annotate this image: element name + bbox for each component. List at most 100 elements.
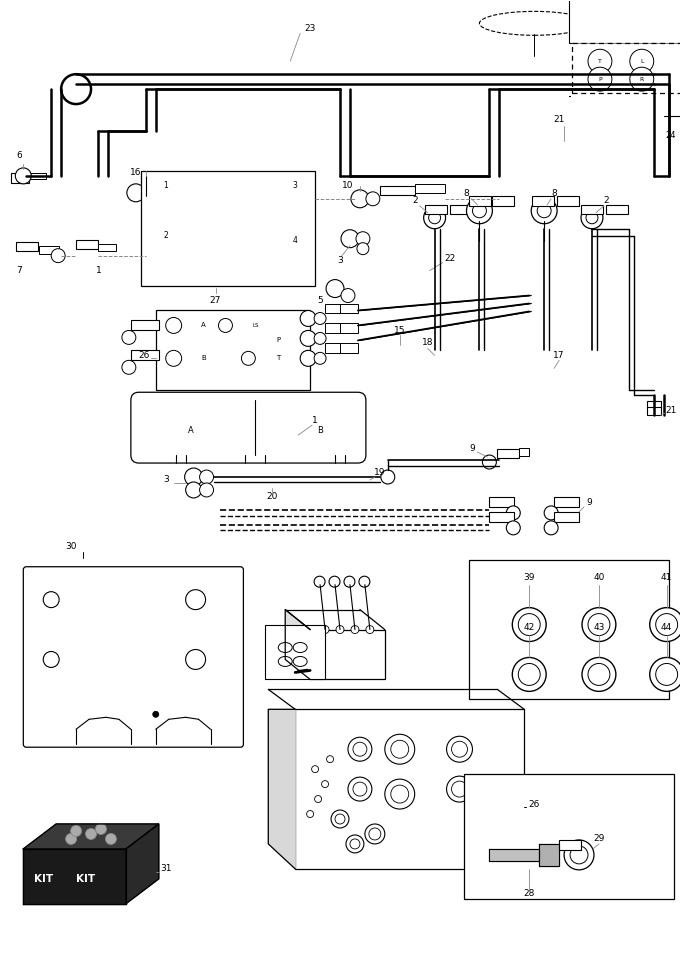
Circle shape bbox=[564, 840, 594, 870]
Circle shape bbox=[300, 330, 316, 347]
Text: 8: 8 bbox=[551, 189, 557, 199]
Circle shape bbox=[537, 203, 551, 218]
Circle shape bbox=[71, 825, 82, 837]
Text: 5: 5 bbox=[317, 296, 323, 305]
Circle shape bbox=[346, 835, 364, 853]
Bar bbox=[647, 401, 661, 408]
Bar bbox=[464, 775, 674, 899]
Bar bbox=[98, 244, 116, 250]
Circle shape bbox=[315, 796, 321, 802]
Bar bbox=[415, 184, 445, 193]
Text: 2: 2 bbox=[163, 231, 168, 241]
FancyBboxPatch shape bbox=[23, 566, 243, 747]
Bar bbox=[131, 350, 159, 360]
Circle shape bbox=[391, 785, 409, 803]
Circle shape bbox=[356, 232, 370, 245]
Circle shape bbox=[86, 829, 97, 839]
Bar bbox=[266, 625, 325, 679]
Circle shape bbox=[391, 740, 409, 758]
Text: 44: 44 bbox=[661, 623, 672, 632]
Circle shape bbox=[588, 664, 610, 686]
Text: 39: 39 bbox=[524, 573, 535, 583]
Circle shape bbox=[544, 520, 558, 535]
Circle shape bbox=[353, 742, 367, 756]
Bar bbox=[310, 629, 385, 679]
Circle shape bbox=[473, 203, 486, 218]
Circle shape bbox=[291, 638, 304, 651]
Circle shape bbox=[531, 198, 557, 223]
Bar bbox=[295, 710, 524, 869]
Circle shape bbox=[43, 651, 59, 668]
Circle shape bbox=[506, 506, 520, 520]
Circle shape bbox=[200, 470, 214, 484]
Bar bbox=[569, 0, 681, 43]
Circle shape bbox=[630, 67, 654, 91]
Text: 2: 2 bbox=[412, 197, 417, 205]
Bar bbox=[581, 204, 603, 214]
Circle shape bbox=[582, 607, 616, 642]
Text: 42: 42 bbox=[524, 623, 535, 632]
Circle shape bbox=[350, 838, 360, 849]
Circle shape bbox=[518, 614, 540, 635]
Circle shape bbox=[582, 657, 616, 691]
Text: 19: 19 bbox=[374, 468, 385, 477]
Bar bbox=[325, 344, 343, 353]
Circle shape bbox=[142, 194, 156, 208]
Text: 3: 3 bbox=[163, 476, 169, 484]
Circle shape bbox=[357, 243, 369, 255]
Text: 3: 3 bbox=[337, 256, 343, 265]
Circle shape bbox=[452, 741, 467, 757]
Circle shape bbox=[656, 664, 678, 686]
Bar bbox=[469, 196, 492, 205]
Circle shape bbox=[544, 506, 558, 520]
Bar bbox=[449, 204, 471, 214]
Text: 27: 27 bbox=[210, 296, 221, 305]
Text: 31: 31 bbox=[160, 864, 172, 874]
Circle shape bbox=[650, 657, 681, 691]
Circle shape bbox=[312, 766, 319, 773]
Polygon shape bbox=[23, 849, 126, 903]
Circle shape bbox=[314, 312, 326, 325]
Circle shape bbox=[286, 632, 310, 656]
Text: 17: 17 bbox=[554, 350, 565, 360]
Bar bbox=[490, 497, 514, 507]
Circle shape bbox=[512, 657, 546, 691]
Text: 2: 2 bbox=[603, 197, 609, 205]
Circle shape bbox=[336, 626, 344, 633]
Polygon shape bbox=[23, 824, 159, 849]
Bar bbox=[557, 196, 579, 205]
Ellipse shape bbox=[279, 656, 292, 667]
Text: 1: 1 bbox=[163, 181, 168, 190]
Text: 7: 7 bbox=[16, 266, 22, 275]
Text: 21: 21 bbox=[554, 115, 565, 123]
Circle shape bbox=[385, 779, 415, 809]
Circle shape bbox=[327, 755, 334, 763]
Bar bbox=[27, 173, 46, 179]
Bar bbox=[340, 344, 358, 353]
Circle shape bbox=[630, 50, 654, 74]
Circle shape bbox=[122, 330, 136, 345]
Circle shape bbox=[518, 664, 540, 686]
Polygon shape bbox=[490, 849, 539, 860]
Bar bbox=[606, 204, 628, 214]
Circle shape bbox=[359, 576, 370, 587]
Polygon shape bbox=[126, 824, 159, 903]
Ellipse shape bbox=[479, 11, 589, 35]
Bar bbox=[520, 448, 529, 456]
Circle shape bbox=[351, 190, 369, 208]
Circle shape bbox=[506, 520, 520, 535]
Circle shape bbox=[43, 592, 59, 607]
Bar bbox=[572, 43, 681, 94]
Text: LS: LS bbox=[252, 323, 259, 328]
Text: 15: 15 bbox=[394, 326, 405, 335]
Polygon shape bbox=[285, 609, 310, 679]
Circle shape bbox=[200, 483, 214, 497]
Bar bbox=[12, 173, 29, 182]
Circle shape bbox=[581, 207, 603, 229]
Text: R: R bbox=[639, 76, 644, 82]
Circle shape bbox=[65, 834, 76, 844]
Circle shape bbox=[306, 811, 314, 817]
Circle shape bbox=[331, 810, 349, 828]
Circle shape bbox=[95, 823, 106, 835]
Circle shape bbox=[482, 456, 496, 469]
